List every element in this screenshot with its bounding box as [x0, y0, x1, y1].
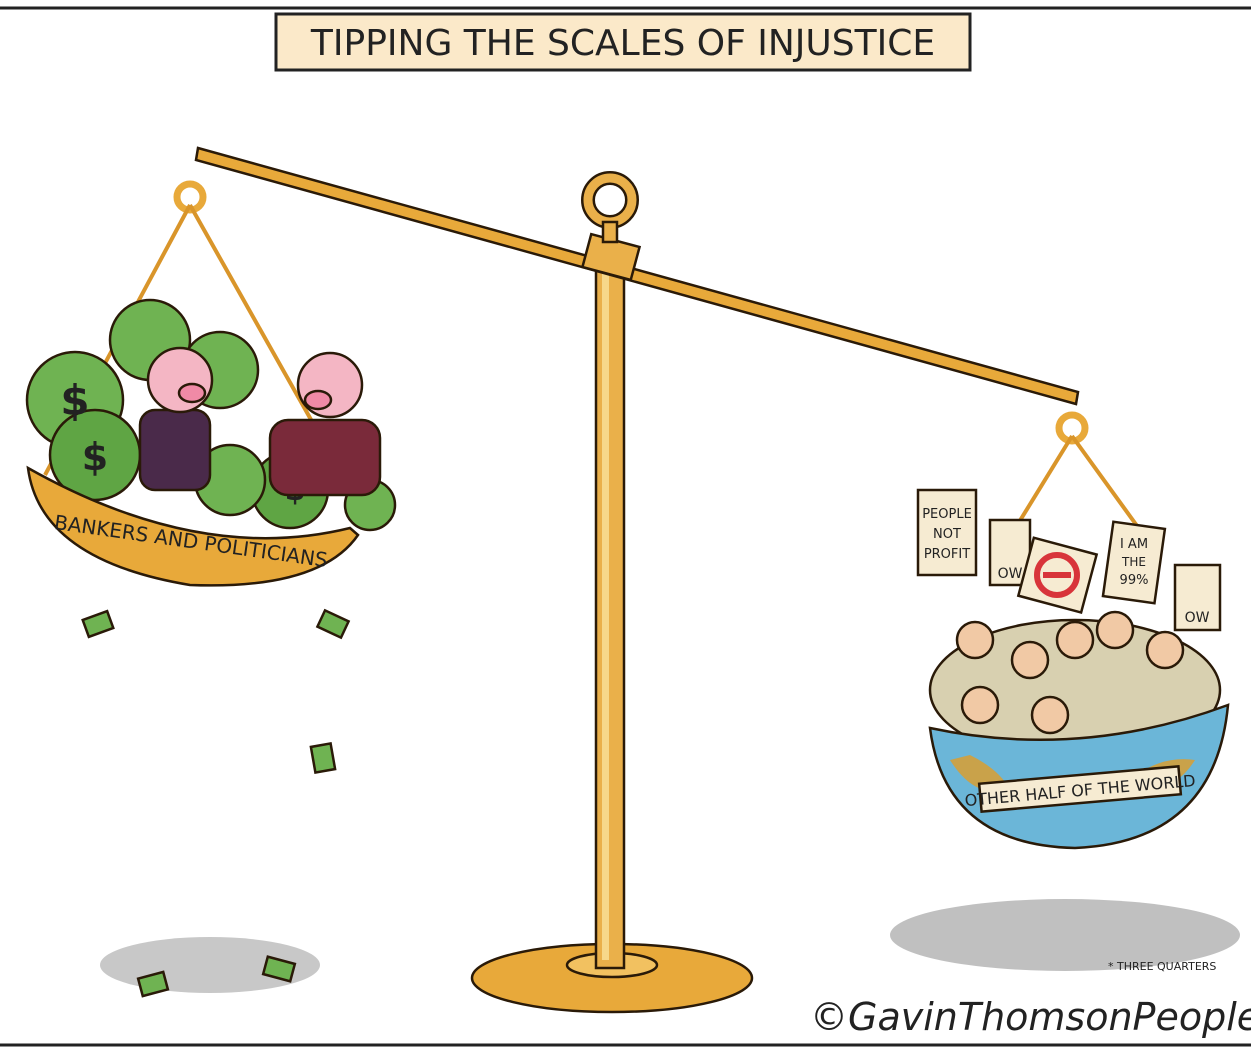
dollar-sign: $ — [60, 376, 89, 425]
pig-suit — [140, 410, 210, 490]
protester-head — [1012, 642, 1048, 678]
sign-text: PROFIT — [924, 547, 970, 562]
cartoon: TIPPING THE SCALES OF INJUSTICE $ $ $ BA… — [0, 0, 1251, 1049]
protester-head — [1097, 612, 1133, 648]
dollar-sign: $ — [82, 435, 108, 479]
sign-text: OW — [1185, 610, 1210, 626]
protester-head — [1057, 622, 1093, 658]
bill — [311, 743, 335, 772]
pillar-highlight — [602, 270, 609, 960]
title: TIPPING THE SCALES OF INJUSTICE — [310, 23, 935, 64]
background — [0, 0, 1251, 1049]
signature: ©GavinThomsonPeoplesPost18/10/1 — [810, 995, 1251, 1039]
sign-text: PEOPLE — [922, 507, 972, 522]
sign-text: THE — [1121, 555, 1146, 569]
pig-head — [148, 348, 212, 412]
sign-text: NOT — [933, 527, 961, 542]
scale-pillar — [596, 268, 624, 968]
sign-text: OW — [998, 566, 1023, 582]
protester-head — [957, 622, 993, 658]
pig-suit — [270, 420, 380, 495]
sign-text: I AM — [1120, 537, 1148, 552]
footnote: * THREE QUARTERS — [1108, 960, 1216, 973]
protester-head — [962, 687, 998, 723]
pig-head — [298, 353, 362, 417]
sign-text: 99% — [1120, 573, 1149, 588]
protester-head — [1147, 632, 1183, 668]
pig-snout — [305, 391, 331, 409]
protester-head — [1032, 697, 1068, 733]
ring-stem — [603, 222, 617, 242]
page: TIPPING THE SCALES OF INJUSTICE $ $ $ BA… — [0, 0, 1251, 1049]
pig-snout — [179, 384, 205, 402]
